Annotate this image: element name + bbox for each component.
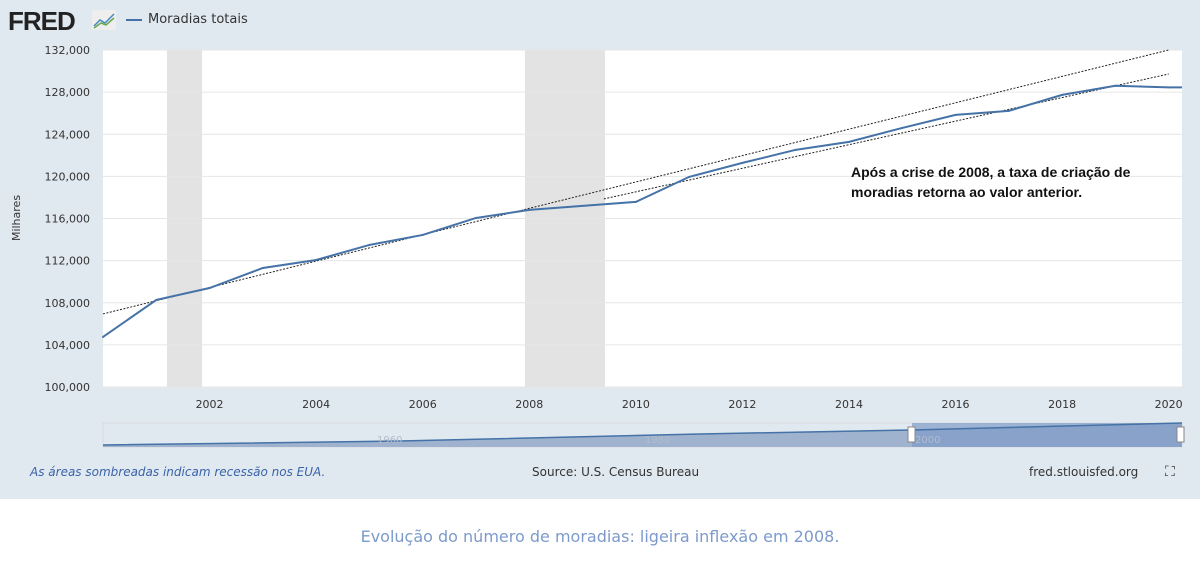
navigator[interactable]: 1960 1980 2000 <box>102 422 1185 448</box>
navigator-label: 1980 <box>645 435 670 446</box>
y-tick-label: 104,000 <box>45 339 91 352</box>
y-tick-label: 116,000 <box>45 213 91 226</box>
fullscreen-icon[interactable]: ⛶ <box>1165 464 1175 480</box>
navigator-label: 2000 <box>915 435 940 446</box>
y-tick-label: 128,000 <box>45 86 91 99</box>
x-tick-label: 2012 <box>728 398 756 411</box>
navigator-series <box>102 422 1183 446</box>
site-link[interactable]: fred.stlouisfed.org <box>1029 465 1139 479</box>
x-tick-label: 2016 <box>942 398 970 411</box>
chart-annotation: Após a crise de 2008, a taxa de criação … <box>851 164 1131 200</box>
trend-line <box>102 49 1169 315</box>
data-point <box>155 298 158 301</box>
x-tick-label: 2002 <box>196 398 224 411</box>
data-point <box>688 175 691 178</box>
legend-item[interactable]: Moradias totais <box>126 12 248 27</box>
figure-caption: Evolução do número de moradias: ligeira … <box>360 527 840 546</box>
data-point <box>794 148 797 151</box>
x-tick-label: 2008 <box>515 398 543 411</box>
y-tick-label: 112,000 <box>45 255 91 268</box>
chart-logo-icon <box>92 10 116 30</box>
navigator-label: 1960 <box>377 435 402 446</box>
legend-label: Moradias totais <box>148 12 248 27</box>
data-point <box>315 258 318 261</box>
x-tick-label: 2004 <box>302 398 330 411</box>
data-point <box>901 126 904 129</box>
y-tick-label: 132,000 <box>45 44 91 57</box>
fred-logo[interactable]: FRED <box>8 6 76 36</box>
data-point <box>954 113 957 116</box>
data-point <box>474 216 477 219</box>
x-tick-label: 2020 <box>1155 398 1183 411</box>
data-point <box>208 287 211 290</box>
source-text: Source: U.S. Census Bureau <box>532 465 700 479</box>
y-tick-label: 124,000 <box>45 128 91 141</box>
x-tick-label: 2014 <box>835 398 863 411</box>
x-tick-label: 2006 <box>409 398 437 411</box>
y-tick-label: 100,000 <box>45 381 91 394</box>
data-point <box>368 243 371 246</box>
x-tick-label: 2018 <box>1048 398 1076 411</box>
data-point <box>421 233 424 236</box>
line-chart: 100,000 104,000 108,000 112,000 116,000 120,0… <box>10 44 1185 448</box>
data-point <box>1114 84 1117 87</box>
navigator-right-handle[interactable] <box>1176 426 1185 443</box>
y-tick-label: 120,000 <box>45 170 91 183</box>
y-tick-label: 108,000 <box>45 297 91 310</box>
legend-swatch <box>126 18 142 21</box>
x-tick-label: 2010 <box>622 398 650 411</box>
data-point <box>847 140 850 143</box>
data-point <box>741 161 744 164</box>
trend-line <box>603 73 1169 200</box>
y-axis-label: Milhares <box>10 195 23 241</box>
data-point <box>528 208 531 211</box>
data-point <box>1167 86 1170 89</box>
navigator-left-handle[interactable] <box>907 426 916 443</box>
data-point <box>1061 93 1064 96</box>
recession-note: As áreas sombreadas indicam recessão nos… <box>30 465 326 479</box>
data-point <box>634 200 637 203</box>
data-point <box>1007 109 1010 112</box>
data-point <box>261 266 264 269</box>
data-point <box>102 335 104 338</box>
